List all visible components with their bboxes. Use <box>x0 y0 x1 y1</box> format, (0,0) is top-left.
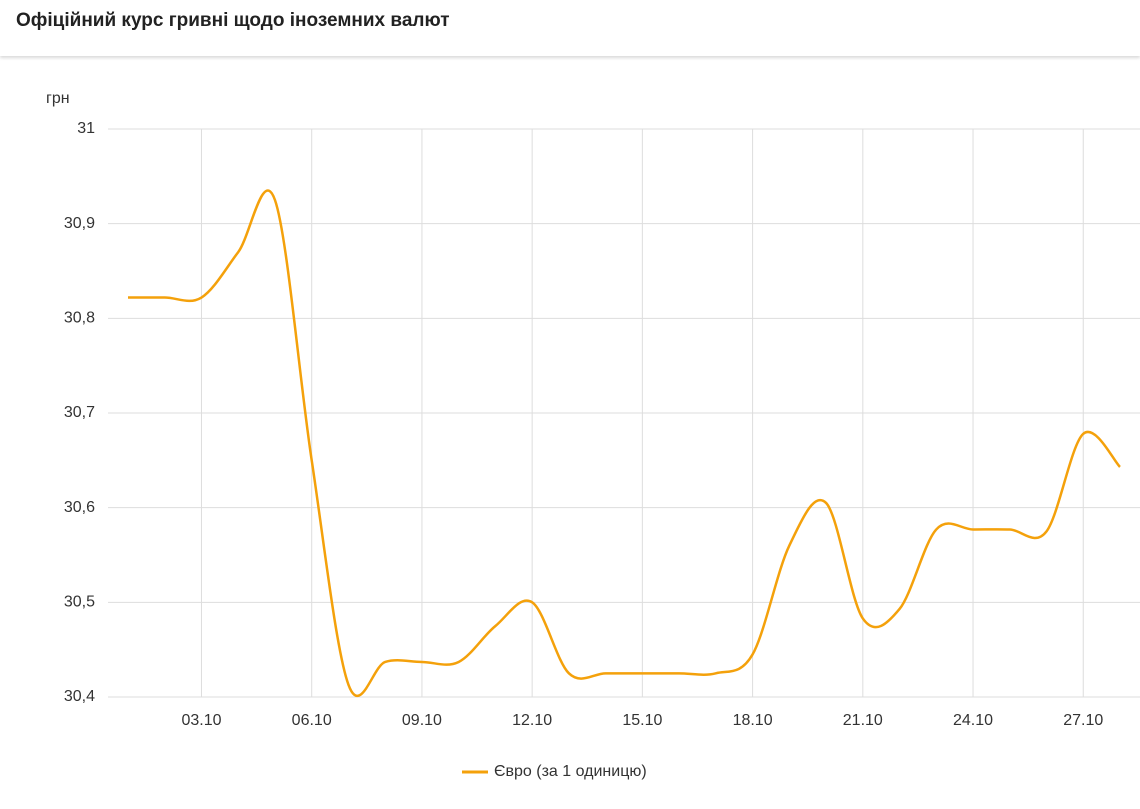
x-tick-label: 12.10 <box>512 712 552 729</box>
y-tick-label: 30,8 <box>64 310 95 327</box>
title: Офіційний курс гривні щодо іноземних вал… <box>16 10 450 31</box>
x-tick-label: 03.10 <box>181 712 221 729</box>
x-tick-label: 18.10 <box>733 712 773 729</box>
x-tick-label: 24.10 <box>953 712 993 729</box>
x-tick-label: 21.10 <box>843 712 883 729</box>
x-tick-label: 09.10 <box>402 712 442 729</box>
y-tick-label: 30,9 <box>64 215 95 232</box>
x-tick-label: 27.10 <box>1063 712 1103 729</box>
y-tick-label: 30,6 <box>64 499 95 516</box>
y-tick-label: 30,7 <box>64 404 95 421</box>
y-tick-label: 31 <box>77 120 95 137</box>
x-tick-label: 15.10 <box>622 712 662 729</box>
y-tick-label: 30,4 <box>64 688 95 705</box>
header: Офіційний курс гривні щодо іноземних вал… <box>0 0 1140 56</box>
line <box>128 189 1121 697</box>
y-axis-label: грн <box>46 90 70 107</box>
y-tick-label: 30,5 <box>64 594 95 611</box>
chart: грн 30,4 30,5 30,6 30,7 30,8 30,9 31 03.10 06.10 0… <box>46 90 1140 780</box>
legend-label: Євро (за 1 одиницю) <box>494 763 647 780</box>
x-tick-label: 06.10 <box>292 712 332 729</box>
